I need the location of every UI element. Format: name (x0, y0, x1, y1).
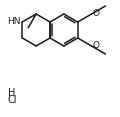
Text: O: O (93, 9, 100, 18)
Text: Cl: Cl (7, 95, 17, 105)
Text: H: H (8, 88, 16, 98)
Text: HN: HN (7, 18, 20, 26)
Text: O: O (93, 42, 100, 51)
